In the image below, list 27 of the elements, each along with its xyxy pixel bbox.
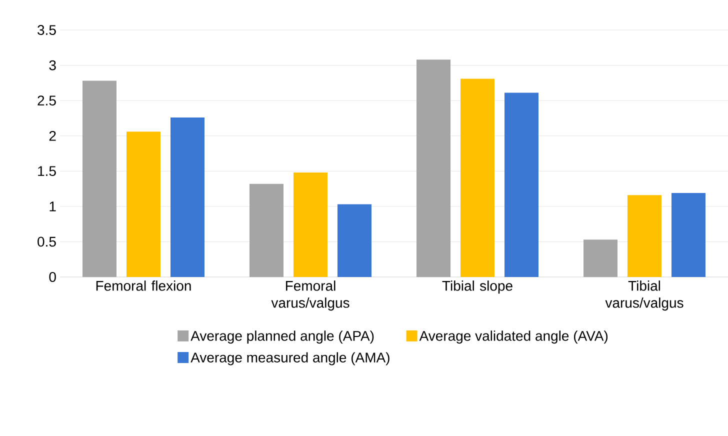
bar — [672, 193, 706, 277]
bar — [628, 195, 662, 277]
bar — [460, 78, 495, 277]
y-tick-label: 0 — [49, 272, 56, 282]
y-tick-label: 0.5 — [38, 236, 56, 247]
y-tick-label: 3 — [49, 60, 56, 70]
bar — [294, 172, 328, 277]
x-tick-label: Femoral varus/valgus — [271, 280, 350, 311]
bar — [416, 60, 451, 277]
bar — [504, 92, 539, 277]
y-tick-label: 2.5 — [38, 96, 56, 106]
legend-label: Average validated angle (AVA) — [419, 330, 608, 344]
bar — [82, 80, 116, 277]
y-tick-label: 1 — [50, 202, 56, 212]
bar — [338, 204, 372, 277]
bar — [250, 184, 284, 277]
y-tick-label: 3.5 — [38, 25, 56, 35]
x-tick-label: Tibial varus/valgus — [605, 280, 684, 311]
x-tick-label: Tibial slope — [442, 280, 512, 294]
bar — [126, 132, 160, 277]
y-tick-label: 2 — [49, 130, 56, 141]
legend-label: Average measured angle (AMA) — [190, 352, 390, 366]
bar — [584, 240, 618, 277]
bar — [170, 118, 204, 277]
x-tick-label: Femoral flexion — [96, 280, 191, 291]
legend-label: Average planned angle (APA) — [190, 330, 374, 344]
y-tick-label: 1.5 — [38, 166, 56, 176]
